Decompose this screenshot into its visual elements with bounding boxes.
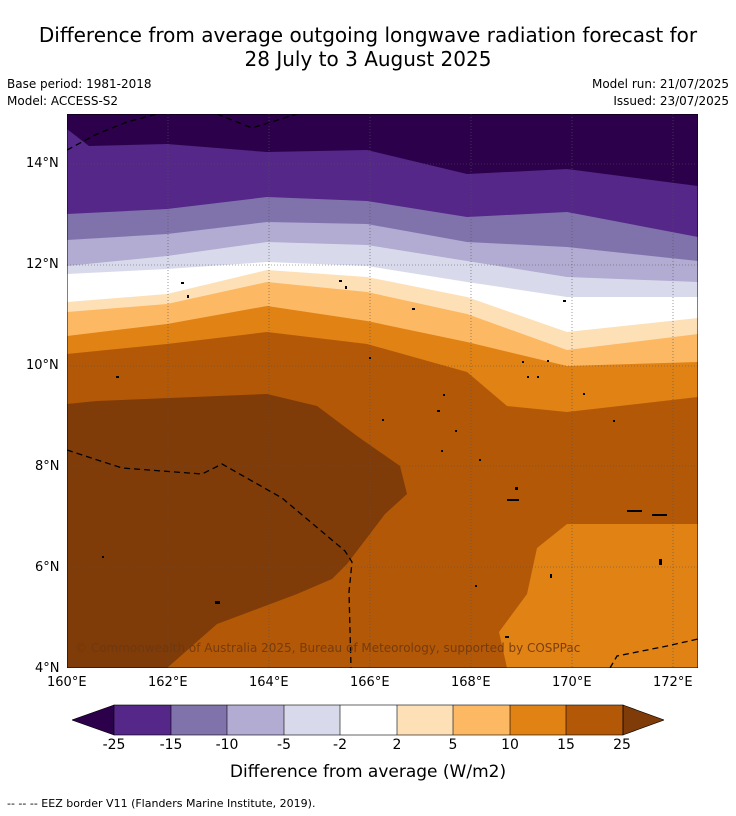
base-period-text: Base period: 1981-2018 [7, 77, 152, 91]
colorbar-tick-2: 2 [392, 737, 402, 753]
eez-border-footnote: -- -- -- EEZ border V11 (Flanders Marine… [7, 797, 316, 810]
colorbar-tick-25: 25 [613, 737, 631, 753]
graticule [67, 114, 698, 668]
colorbar-tick--5: -5 [277, 737, 291, 753]
colorbar-unit-label: Difference from average (W/m2) [229, 762, 507, 782]
map-title-line2: 28 July to 3 August 2025 [244, 47, 492, 71]
lat-label-14n: 14°N [26, 156, 59, 171]
lon-label-172e: 172°E [653, 675, 693, 690]
colorbar-tick-5: 5 [448, 737, 458, 753]
olr-anomaly-map[interactable]: © Commonwealth of Australia 2025, Bureau… [66, 113, 699, 669]
lon-label-160e: 160°E [47, 675, 87, 690]
lat-label-12n: 12°N [26, 257, 59, 272]
colorbar-extend-high [622, 704, 664, 736]
colorbar-bin-5-10 [453, 705, 510, 735]
colorbar-tick-10: 10 [501, 737, 519, 753]
map-title-line1: Difference from average outgoing longwav… [38, 23, 698, 47]
lat-label-4n: 4°N [35, 661, 60, 676]
copyright-text: © Commonwealth of Australia 2025, Bureau… [75, 641, 580, 655]
band-10-15-south [499, 524, 698, 668]
colorbar-tick--25: -25 [102, 737, 126, 753]
lon-label-168e: 168°E [451, 675, 491, 690]
eez-border-lines [67, 114, 698, 668]
colorbar-bin--5--2 [284, 705, 340, 735]
island-marks [102, 280, 667, 638]
colorbar-bin-15-25 [566, 705, 623, 735]
colorbar-bin--10--5 [227, 705, 284, 735]
lat-label-6n: 6°N [35, 560, 60, 575]
band-above-25 [67, 394, 407, 668]
colorbar-extend-low [72, 704, 115, 736]
colorbar-tick-15: 15 [557, 737, 575, 753]
lon-label-162e: 162°E [148, 675, 188, 690]
map-panel[interactable]: © Commonwealth of Australia 2025, Bureau… [66, 113, 699, 669]
colorbar-tick--15: -15 [159, 737, 183, 753]
colorbar-tick--10: -10 [215, 737, 239, 753]
model-text: Model: ACCESS-S2 [7, 94, 119, 108]
colorbar-bin-10-15 [510, 705, 566, 735]
issued-text: Issued: 23/07/2025 [613, 94, 729, 108]
colorbar-bin--15--10 [171, 705, 227, 735]
colorbar-bin--25--15 [114, 705, 171, 735]
lon-label-170e: 170°E [552, 675, 592, 690]
lat-label-8n: 8°N [35, 459, 60, 474]
lat-label-10n: 10°N [26, 358, 59, 373]
colorbar [72, 704, 664, 736]
lon-label-164e: 164°E [249, 675, 289, 690]
model-run-text: Model run: 21/07/2025 [591, 77, 729, 91]
lon-label-166e: 166°E [350, 675, 390, 690]
colorbar-bin--2-2 [340, 705, 397, 735]
colorbar-bin-2-5 [397, 705, 453, 735]
colorbar-tick--2: -2 [333, 737, 347, 753]
